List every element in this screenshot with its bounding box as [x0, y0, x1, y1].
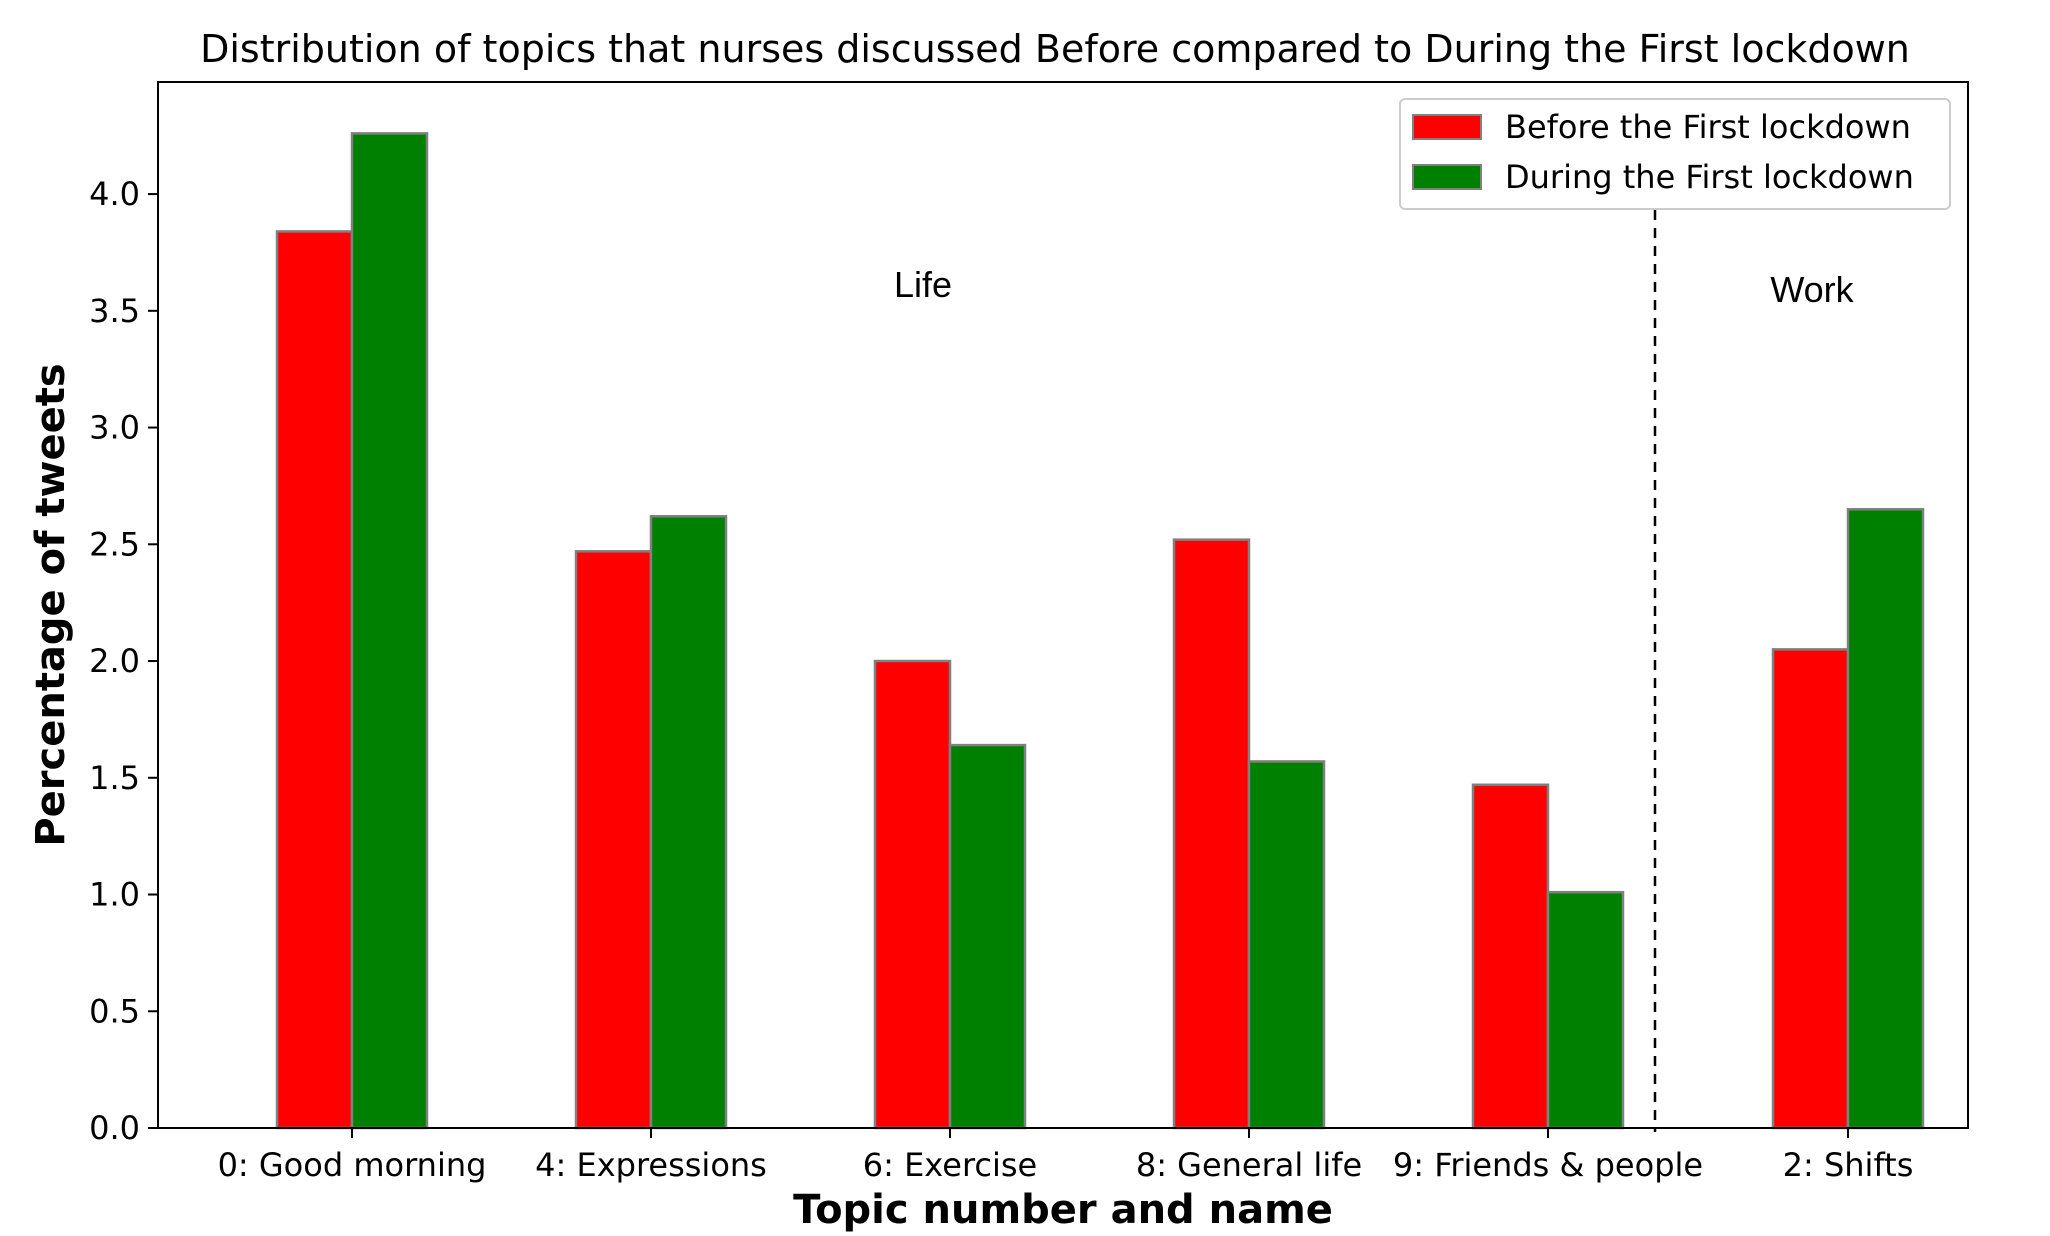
bar-during-3	[1247, 760, 1326, 1130]
x-tick-label-4: 9: Friends & people	[1393, 1146, 1703, 1184]
x-tick-label-5: 2: Shifts	[1783, 1146, 1914, 1184]
legend: Before the First lockdown During the Fir…	[1399, 98, 1951, 210]
x-tick-label-3: 8: General life	[1136, 1146, 1362, 1184]
annotation-life: Life	[894, 264, 952, 305]
bar-before-1	[574, 550, 653, 1130]
bar-before-3	[1172, 538, 1251, 1130]
y-tick-label-1: 0.5	[89, 992, 140, 1030]
plot-frame	[157, 81, 1969, 1129]
bar-during-4	[1546, 890, 1625, 1130]
y-tick-label-2: 1.0	[89, 876, 140, 914]
bars	[275, 132, 1925, 1130]
legend-label-during: During the First lockdown	[1505, 158, 1914, 196]
bar-during-1	[649, 515, 728, 1130]
bar-before-5	[1771, 648, 1850, 1130]
x-tick-label-0: 0: Good morning	[218, 1146, 487, 1184]
bar-before-4	[1471, 783, 1550, 1130]
chart-title: Distribution of topics that nurses discu…	[200, 27, 1910, 71]
bar-during-0	[350, 132, 429, 1130]
annotation-work: Work	[1770, 269, 1854, 310]
bar-during-5	[1846, 508, 1925, 1130]
x-tick-label-1: 4: Expressions	[535, 1146, 767, 1184]
legend-frame	[1399, 98, 1951, 210]
y-tick-label-5: 2.5	[89, 525, 140, 563]
y-tick-label-7: 3.5	[89, 292, 140, 330]
x-axis-label: Topic number and name	[793, 1187, 1333, 1233]
y-tick-label-0: 0.0	[89, 1109, 140, 1147]
legend-label-before: Before the First lockdown	[1505, 108, 1911, 146]
y-tick-label-4: 2.0	[89, 642, 140, 680]
y-tick-label-8: 4.0	[89, 175, 140, 213]
x-tick-label-2: 6: Exercise	[863, 1146, 1037, 1184]
bar-before-2	[873, 659, 952, 1130]
y-tick-label-6: 3.0	[89, 409, 140, 447]
bar-before-0	[275, 230, 354, 1130]
legend-swatch-before	[1412, 114, 1482, 140]
y-tick-label-3: 1.5	[89, 759, 140, 797]
legend-swatch-during	[1412, 164, 1482, 190]
bar-during-2	[948, 743, 1027, 1130]
y-axis-label: Percentage of tweets	[28, 363, 74, 846]
x-axis-ticks: 0: Good morning 4: Expressions 6: Exercise…	[218, 1128, 1914, 1184]
y-axis-ticks: 0.0 0.5 1.0 1.5 2.0 2.5 3.0 3.5 4.0	[89, 175, 158, 1147]
